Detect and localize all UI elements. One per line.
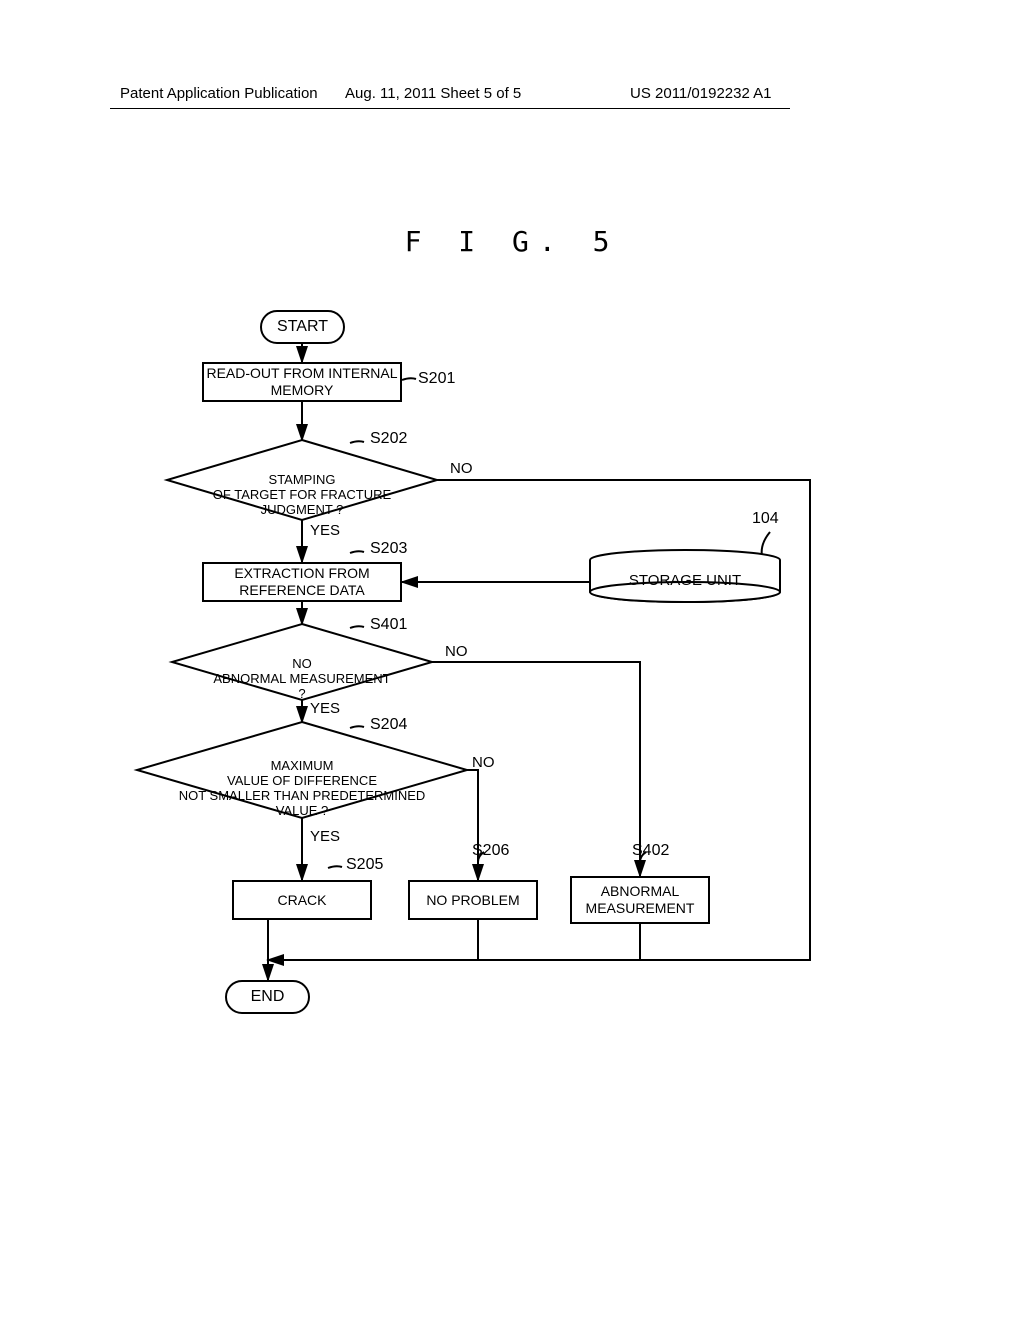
s206-ref: S206 [472, 842, 509, 860]
s401-yes: YES [310, 700, 340, 717]
start-node: START [260, 310, 345, 344]
s401-no: NO [445, 643, 468, 660]
s402-box: ABNORMAL MEASUREMENT [570, 876, 710, 924]
header-rule [110, 108, 790, 109]
s205-box: CRACK [232, 880, 372, 920]
s204-text: MAXIMUM VALUE OF DIFFERENCE NOT SMALLER … [150, 744, 454, 819]
s204-no: NO [472, 754, 495, 771]
s203-ref: S203 [370, 540, 407, 558]
header-right: US 2011/0192232 A1 [630, 85, 772, 102]
s205-text: CRACK [277, 892, 326, 909]
s401-ref: S401 [370, 616, 407, 634]
s203-text: EXTRACTION FROM REFERENCE DATA [234, 565, 369, 599]
s201-box: READ-OUT FROM INTERNAL MEMORY [202, 362, 402, 402]
storage-ref: 104 [752, 510, 779, 528]
s206-text: NO PROBLEM [426, 892, 519, 909]
flow-lines [0, 300, 1024, 1120]
s204-ref: S204 [370, 716, 407, 734]
s202-ref: S202 [370, 430, 407, 448]
s206-box: NO PROBLEM [408, 880, 538, 920]
s203-box: EXTRACTION FROM REFERENCE DATA [202, 562, 402, 602]
s202-text: STAMPING OF TARGET FOR FRACTURE JUDGMENT… [200, 458, 404, 518]
header-left: Patent Application Publication [120, 85, 318, 102]
s402-ref: S402 [632, 842, 669, 860]
s201-ref: S201 [418, 370, 455, 388]
figure-title: F I G. 5 [0, 225, 1024, 258]
flowchart: START READ-OUT FROM INTERNAL MEMORY S201… [0, 300, 1024, 1120]
s201-text: READ-OUT FROM INTERNAL MEMORY [206, 365, 397, 399]
s202-no: NO [450, 460, 473, 477]
storage-text: STORAGE UNIT [590, 572, 780, 589]
end-text: END [251, 988, 285, 1006]
s202-yes: YES [310, 522, 340, 539]
s401-text: NO ABNORMAL MEASUREMENT ? [202, 642, 402, 702]
end-node: END [225, 980, 310, 1014]
s204-yes: YES [310, 828, 340, 845]
header-center: Aug. 11, 2011 Sheet 5 of 5 [345, 85, 521, 102]
s205-ref: S205 [346, 856, 383, 874]
start-text: START [277, 318, 328, 336]
s402-text: ABNORMAL MEASUREMENT [586, 883, 695, 917]
